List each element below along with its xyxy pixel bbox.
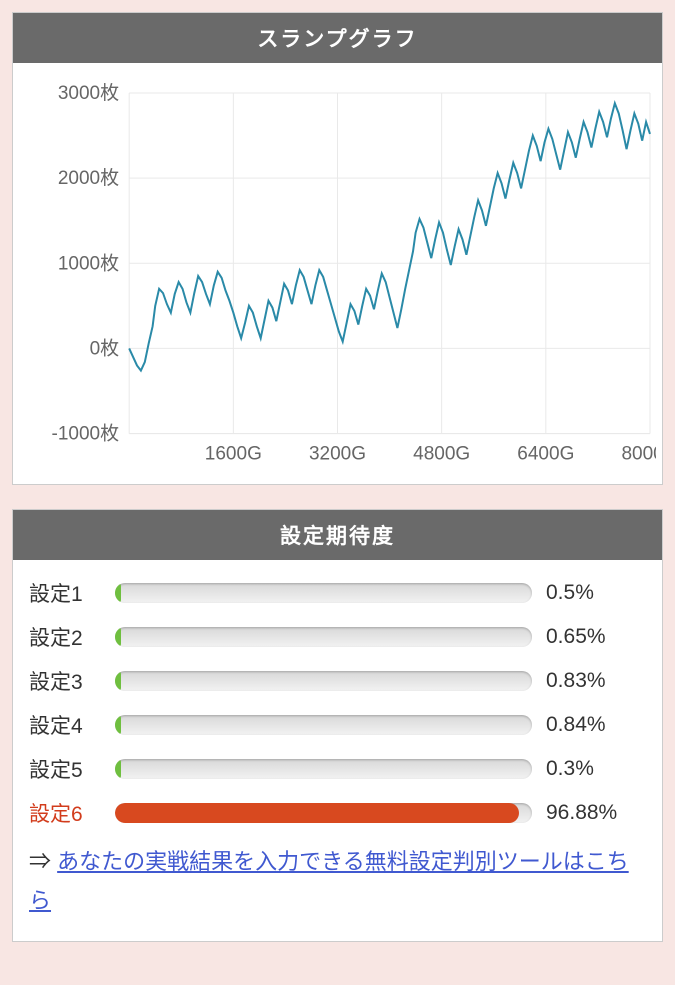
slump-graph-title: スランプグラフ	[13, 13, 662, 63]
expect-bar-fill	[115, 715, 121, 735]
expect-row: 設定4 0.84%	[29, 710, 646, 740]
expect-row: 設定1 0.5%	[29, 578, 646, 608]
y-tick-label: -1000枚	[52, 423, 120, 445]
expect-bar-track	[115, 583, 532, 603]
expect-bar-fill	[115, 759, 121, 779]
y-tick-label: 0枚	[90, 337, 120, 359]
expect-row: 設定6 96.88%	[29, 798, 646, 828]
x-tick-label: 1600G	[205, 444, 262, 465]
expect-percent: 96.88%	[546, 801, 646, 825]
expect-bar-fill	[115, 671, 121, 691]
expect-percent: 0.84%	[546, 713, 646, 737]
y-tick-label: 2000枚	[58, 167, 119, 189]
y-tick-label: 1000枚	[58, 252, 119, 274]
expectation-title: 設定期待度	[13, 510, 662, 560]
expectation-body: 設定10.5%設定20.65%設定30.83%設定40.84%設定50.3%設定…	[13, 560, 662, 941]
slump-graph-panel: スランプグラフ -1000枚 0枚 1000枚 2000枚 3000枚 1600G 3200…	[12, 12, 663, 485]
expect-bar-track	[115, 671, 532, 691]
expect-percent: 0.5%	[546, 581, 646, 605]
expect-bar-track	[115, 803, 532, 823]
x-tick-label: 4800G	[413, 444, 470, 465]
expect-label: 設定1	[29, 578, 101, 608]
expect-label: 設定4	[29, 710, 101, 740]
slump-series	[129, 103, 650, 370]
expect-bar-track	[115, 759, 532, 779]
expect-percent: 0.83%	[546, 669, 646, 693]
x-tick-label: 3200G	[309, 444, 366, 465]
x-tick-label: 6400G	[517, 444, 574, 465]
x-tick-label: 8000G	[621, 444, 656, 465]
expect-bar-fill	[115, 803, 519, 823]
expect-row: 設定3 0.83%	[29, 666, 646, 696]
tool-link-line: ⇒ あなたの実戦結果を入力できる無料設定判別ツールはこちら	[29, 842, 646, 921]
expect-bar-fill	[115, 583, 121, 603]
expect-label: 設定3	[29, 666, 101, 696]
slump-chart: -1000枚 0枚 1000枚 2000枚 3000枚 1600G 3200G 4800G 64…	[19, 73, 656, 474]
expect-percent: 0.65%	[546, 625, 646, 649]
expect-label: 設定2	[29, 622, 101, 652]
expect-percent: 0.3%	[546, 757, 646, 781]
expect-bar-track	[115, 715, 532, 735]
expect-label: 設定6	[29, 798, 101, 828]
expect-row: 設定2 0.65%	[29, 622, 646, 652]
expect-label: 設定5	[29, 754, 101, 784]
tool-link[interactable]: あなたの実戦結果を入力できる無料設定判別ツールはこちら	[29, 849, 629, 914]
y-tick-label: 3000枚	[58, 82, 119, 104]
slump-chart-container: -1000枚 0枚 1000枚 2000枚 3000枚 1600G 3200G 4800G 64…	[13, 63, 662, 484]
expect-bar-track	[115, 627, 532, 647]
link-prefix: ⇒	[29, 849, 51, 874]
expect-row: 設定5 0.3%	[29, 754, 646, 784]
expect-bar-fill	[115, 627, 121, 647]
expectation-panel: 設定期待度 設定1 0.5% 設定2 0.65% 設定3 0.83% 設定4 0.84% 設定5…	[12, 509, 663, 942]
